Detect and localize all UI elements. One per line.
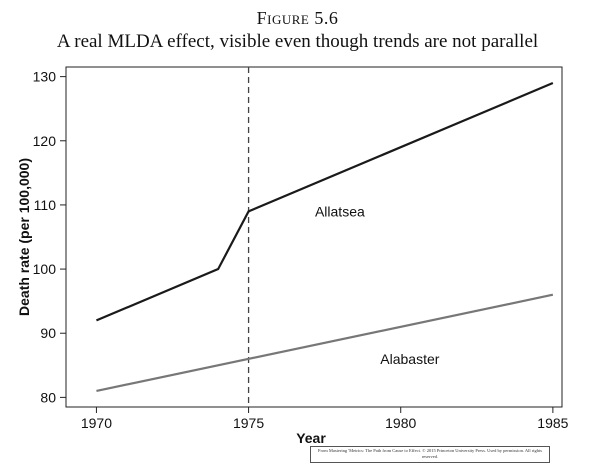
- y-tick-label: 100: [33, 261, 57, 277]
- x-tick-label: 1985: [537, 415, 568, 431]
- x-tick-label: 1980: [385, 415, 416, 431]
- x-axis-title: Year: [296, 430, 326, 446]
- x-tick-label: 1975: [233, 415, 264, 431]
- series-label-alabaster: Alabaster: [380, 351, 439, 367]
- figure-label: Figure 5.6: [256, 8, 339, 28]
- plot-frame: [65, 66, 563, 408]
- y-tick-label: 90: [40, 325, 56, 341]
- axis-ticks: 80 90 100 110 120 130 1970 1975 1980 1985: [33, 69, 569, 431]
- y-tick-label: 110: [34, 197, 57, 213]
- chart-marks: Allatsea Alabaster: [96, 67, 554, 407]
- x-tick-label: 1970: [81, 415, 112, 431]
- series-label-allatsea: Allatsea: [315, 203, 365, 219]
- figure-title: A real MLDA effect, visible even though …: [56, 31, 539, 52]
- y-tick-label: 130: [33, 69, 57, 85]
- credit-box: From Mastering 'Metrics: The Path from C…: [310, 446, 550, 463]
- y-tick-label: 80: [40, 389, 56, 405]
- y-axis-title: Death rate (per 100,000): [16, 158, 32, 316]
- y-tick-label: 120: [33, 133, 57, 149]
- series-line-alabaster: [96, 293, 554, 393]
- series-line-allatsea: [96, 82, 554, 322]
